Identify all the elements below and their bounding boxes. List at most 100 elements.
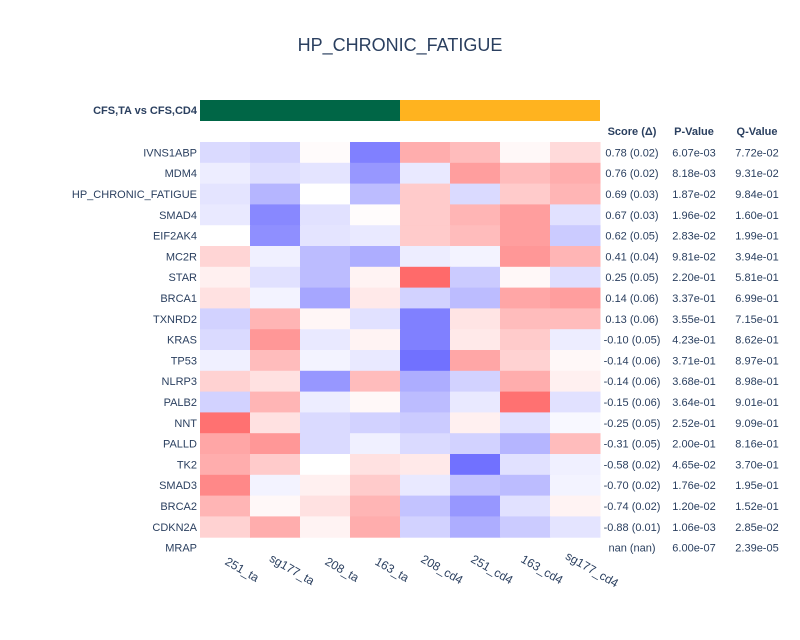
qvalue-header: Q-Value xyxy=(737,126,778,138)
heatmap-cell xyxy=(500,266,551,289)
heatmap-cell xyxy=(450,329,501,351)
heatmap-cell xyxy=(350,162,401,185)
heatmap-cell xyxy=(200,454,251,476)
heatmap-cell xyxy=(550,204,601,226)
heatmap-cell xyxy=(250,350,301,372)
heatmap-cell xyxy=(350,225,401,247)
heatmap-cell xyxy=(500,204,551,226)
score-value: -0.15 (0.06) xyxy=(604,397,661,409)
heatmap-cell xyxy=(350,266,401,289)
qvalue-value: 1.60e-01 xyxy=(735,210,778,222)
heatmap-cell xyxy=(300,495,351,517)
heatmap-cell xyxy=(400,308,451,330)
qvalue-value: 3.94e-01 xyxy=(735,251,778,263)
heatmap-cell xyxy=(550,474,601,497)
heatmap-cell xyxy=(400,474,451,497)
pvalue-value: 9.81e-02 xyxy=(672,251,715,263)
score-value: 0.25 (0.05) xyxy=(605,272,658,284)
row-label: SMAD4 xyxy=(159,210,197,222)
heatmap-cell xyxy=(450,474,501,497)
heatmap-cell xyxy=(400,246,451,268)
column-label: 163_cd4 xyxy=(519,552,566,587)
heatmap-cell xyxy=(300,391,351,413)
column-labels: 251_ta sg177_ta 208_ta 163_ta 208_cd4 251_cd4… xyxy=(223,549,622,591)
heatmap-cell xyxy=(350,142,401,164)
heatmap-cell xyxy=(350,329,401,351)
heatmap-cell xyxy=(450,454,501,476)
heatmap-cell xyxy=(200,287,251,309)
score-value: -0.14 (0.06) xyxy=(604,376,661,388)
score-value: -0.14 (0.06) xyxy=(604,355,661,367)
heatmap-cell xyxy=(450,370,501,393)
heatmap-cell xyxy=(550,433,601,455)
heatmap-cell xyxy=(350,204,401,226)
score-value: -0.88 (0.01) xyxy=(604,522,661,534)
heatmap-cell xyxy=(450,495,501,517)
heatmap-cell xyxy=(400,287,451,309)
score-value: -0.74 (0.02) xyxy=(604,501,661,513)
heatmap-cell xyxy=(450,391,501,413)
qvalue-value: 2.85e-02 xyxy=(735,522,778,534)
heatmap-cell xyxy=(550,183,601,205)
heatmap-cell xyxy=(350,412,401,434)
heatmap-cell xyxy=(400,412,451,434)
heatmap-cell xyxy=(500,454,551,476)
qvalue-value: 8.97e-01 xyxy=(735,355,778,367)
heatmap-cell xyxy=(250,162,301,185)
heatmap-cell xyxy=(200,142,251,164)
row-label: STAR xyxy=(168,272,197,284)
column-label: 251_cd4 xyxy=(469,552,516,587)
qvalue-value: 1.95e-01 xyxy=(735,480,778,492)
row-label: SMAD3 xyxy=(159,480,197,492)
heatmap-cell xyxy=(250,516,301,538)
heatmap-cell xyxy=(350,287,401,309)
chart-title: HP_CHRONIC_FATIGUE xyxy=(298,35,503,56)
heatmap-cell xyxy=(200,391,251,413)
column-label: sg177_ta xyxy=(267,551,317,588)
heatmap-cell xyxy=(250,474,301,497)
score-value: -0.70 (0.02) xyxy=(604,480,661,492)
heatmap-cell xyxy=(350,370,401,393)
heatmap-cell xyxy=(300,266,351,289)
score-value: 0.14 (0.06) xyxy=(605,293,658,305)
heatmap-cell xyxy=(250,370,301,393)
row-label: PALLD xyxy=(163,439,197,451)
row-label: CDKN2A xyxy=(152,522,197,534)
row-label: MDM4 xyxy=(165,168,197,180)
pvalue-value: 4.23e-01 xyxy=(672,335,715,347)
score-value: 0.76 (0.02) xyxy=(605,168,658,180)
qvalue-value: 9.09e-01 xyxy=(735,418,778,430)
heatmap-cell xyxy=(300,370,351,393)
row-labels: IVNS1ABP MDM4 HP_CHRONIC_FATIGUE SMAD4 EIF2A… xyxy=(72,147,198,554)
score-header: Score (Δ) xyxy=(608,126,657,138)
qvalue-value: 8.98e-01 xyxy=(735,376,778,388)
column-label: sg177_cd4 xyxy=(563,549,621,591)
heatmap-cell xyxy=(500,370,551,393)
heatmap-cell xyxy=(300,474,351,497)
pvalue-value: 2.83e-02 xyxy=(672,231,715,243)
heatmap-cell xyxy=(400,266,451,289)
score-value: -0.25 (0.05) xyxy=(604,418,661,430)
heatmap-cell xyxy=(250,204,301,226)
heatmap-cell xyxy=(400,329,451,351)
heatmap-cell xyxy=(300,142,351,164)
pvalue-value: 1.76e-02 xyxy=(672,480,715,492)
row-label: NLRP3 xyxy=(162,376,197,388)
heatmap-cell xyxy=(550,350,601,372)
pvalue-value: 3.64e-01 xyxy=(672,397,715,409)
qvalue-value: 1.99e-01 xyxy=(735,231,778,243)
heatmap-cell xyxy=(450,246,501,268)
row-label: MRAP xyxy=(165,543,197,555)
heatmap-cell xyxy=(550,287,601,309)
heatmap-cell xyxy=(300,246,351,268)
pvalue-value: 1.06e-03 xyxy=(672,522,715,534)
heatmap-cell xyxy=(300,454,351,476)
heatmap-cell xyxy=(400,162,451,185)
heatmap-cell xyxy=(450,287,501,309)
pvalue-value: 6.00e-07 xyxy=(672,543,715,555)
column-label: 251_ta xyxy=(223,554,262,585)
score-value: 0.67 (0.03) xyxy=(605,210,658,222)
pvalue-value: 3.68e-01 xyxy=(672,376,715,388)
heatmap-cell xyxy=(300,162,351,185)
pvalue-value: 3.55e-01 xyxy=(672,314,715,326)
